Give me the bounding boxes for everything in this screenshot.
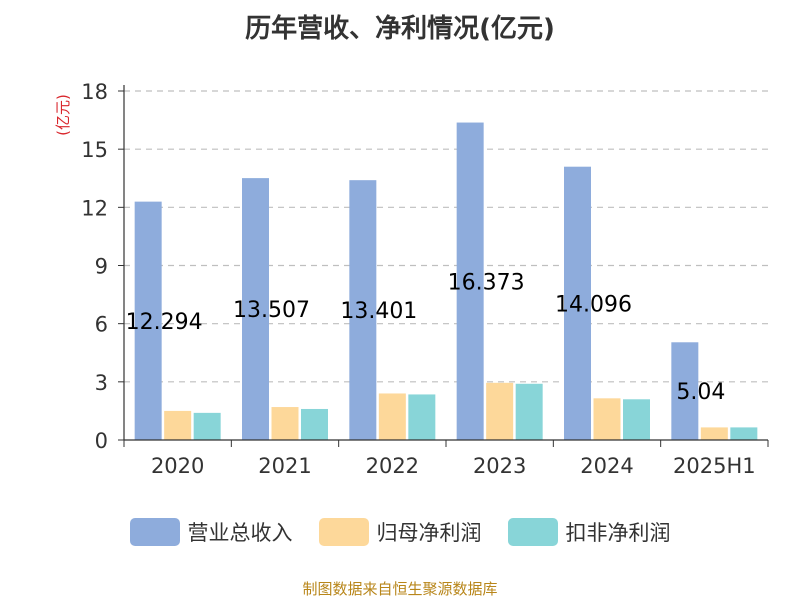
data-label: 5.04 [676, 380, 725, 405]
bar-deducted-net-profit [301, 408, 328, 440]
x-tick-label: 2020 [151, 454, 204, 478]
bar-revenue [134, 201, 162, 440]
source-note: 制图数据来自恒生聚源数据库 [302, 580, 498, 598]
bars [134, 122, 758, 441]
y-tick-label: 3 [95, 371, 108, 395]
data-label: 12.294 [126, 310, 203, 335]
legend-swatch [129, 518, 180, 546]
bar-deducted-net-profit [515, 383, 543, 440]
bar-net-profit [700, 427, 728, 440]
data-label: 16.373 [448, 270, 525, 295]
value-labels: 12.294 13.507 13.401 16.373 14.096 5.04 [126, 270, 726, 405]
legend-label: 扣非净利润 [565, 521, 671, 545]
data-label: 13.401 [340, 299, 417, 324]
x-tick-label: 2023 [473, 454, 526, 478]
x-tick-label: 2024 [580, 454, 633, 478]
y-tick-label: 9 [95, 255, 108, 279]
bar-net-profit [164, 410, 192, 440]
grid-lines [124, 90, 768, 383]
x-tick-label: 2021 [258, 454, 311, 478]
bar-deducted-net-profit [623, 399, 650, 440]
data-label: 14.096 [555, 292, 632, 317]
bar-net-profit [593, 398, 621, 440]
bar-revenue [242, 178, 269, 441]
x-tick-label: 2025H1 [673, 454, 756, 478]
x-tick-label: 2022 [366, 454, 419, 478]
legend-label: 归母净利润 [376, 521, 482, 545]
y-tick-label: 0 [95, 429, 108, 453]
legend-swatch [507, 518, 558, 546]
bar-net-profit [271, 407, 299, 440]
legend-item[interactable]: 营业总收入 [129, 517, 293, 547]
legend-label: 营业总收入 [187, 521, 293, 545]
bar-net-profit [486, 382, 514, 440]
legend-item[interactable]: 扣非净利润 [507, 517, 671, 547]
y-tick-label: 6 [95, 313, 108, 337]
bar-deducted-net-profit [730, 427, 758, 440]
chart-title: 历年营收、净利情况(亿元) [245, 14, 555, 44]
legend: 营业总收入 归母净利润 扣非净利润 [0, 514, 800, 550]
y-axis-label: (亿元) [54, 94, 72, 136]
bar-revenue [349, 180, 377, 440]
y-tick-label: 18 [81, 80, 108, 104]
legend-item[interactable]: 归母净利润 [318, 517, 482, 547]
data-label: 13.507 [233, 298, 310, 323]
bar-revenue [456, 122, 484, 441]
bar-net-profit [378, 393, 406, 440]
legend-swatch [318, 518, 369, 546]
bar-revenue [564, 166, 591, 441]
bar-revenue [671, 342, 699, 440]
bar-deducted-net-profit [408, 394, 436, 440]
axes: 0 3 6 9 12 15 18 2020 2021 2022 2023 2024 2025H1 [81, 80, 769, 478]
y-tick-label: 15 [81, 138, 108, 162]
y-tick-label: 12 [81, 196, 108, 220]
bar-deducted-net-profit [193, 412, 221, 440]
